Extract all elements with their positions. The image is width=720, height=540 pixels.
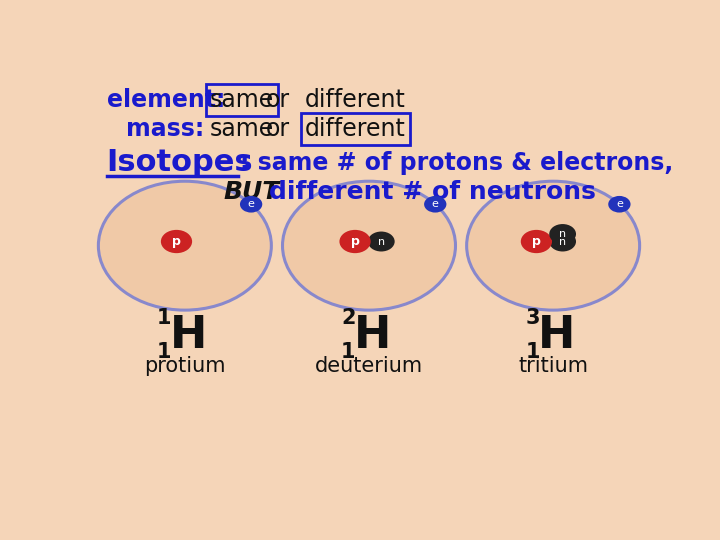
- Text: 3: 3: [526, 308, 540, 328]
- Circle shape: [549, 224, 576, 244]
- Text: H: H: [538, 314, 575, 356]
- Text: deuterium: deuterium: [315, 356, 423, 376]
- Text: p: p: [532, 235, 541, 248]
- Text: e: e: [248, 199, 255, 209]
- Circle shape: [339, 230, 371, 253]
- Circle shape: [99, 181, 271, 310]
- Text: H: H: [170, 314, 207, 356]
- Text: protium: protium: [144, 356, 225, 376]
- Text: 2: 2: [341, 308, 356, 328]
- Circle shape: [424, 196, 446, 213]
- Text: p: p: [351, 235, 359, 248]
- Text: BUT: BUT: [224, 180, 280, 204]
- Text: or: or: [266, 117, 290, 141]
- Circle shape: [467, 181, 639, 310]
- Text: n: n: [378, 237, 384, 247]
- Text: 1: 1: [157, 308, 171, 328]
- Text: n: n: [559, 237, 566, 247]
- Text: different: different: [305, 88, 405, 112]
- Text: different: different: [305, 117, 405, 141]
- Text: element:: element:: [107, 88, 225, 112]
- Text: e: e: [616, 199, 623, 209]
- Text: 1: 1: [157, 342, 171, 362]
- Circle shape: [608, 196, 631, 213]
- Circle shape: [161, 230, 192, 253]
- Text: : same # of protons & electrons,: : same # of protons & electrons,: [240, 151, 672, 174]
- Text: mass:: mass:: [126, 117, 204, 141]
- Text: tritium: tritium: [518, 356, 588, 376]
- Text: same: same: [210, 88, 274, 112]
- Text: 1: 1: [341, 342, 356, 362]
- Text: n: n: [559, 229, 566, 239]
- Text: p: p: [172, 235, 181, 248]
- Text: or: or: [266, 88, 290, 112]
- Text: e: e: [432, 199, 438, 209]
- Circle shape: [368, 232, 395, 252]
- Text: H: H: [354, 314, 391, 356]
- Circle shape: [282, 181, 456, 310]
- Text: same: same: [210, 117, 274, 141]
- Text: Isotopes: Isotopes: [107, 148, 253, 177]
- Circle shape: [549, 232, 576, 252]
- Circle shape: [240, 196, 262, 213]
- Circle shape: [521, 230, 552, 253]
- Text: different # of neutrons: different # of neutrons: [269, 180, 595, 204]
- Text: 1: 1: [526, 342, 540, 362]
